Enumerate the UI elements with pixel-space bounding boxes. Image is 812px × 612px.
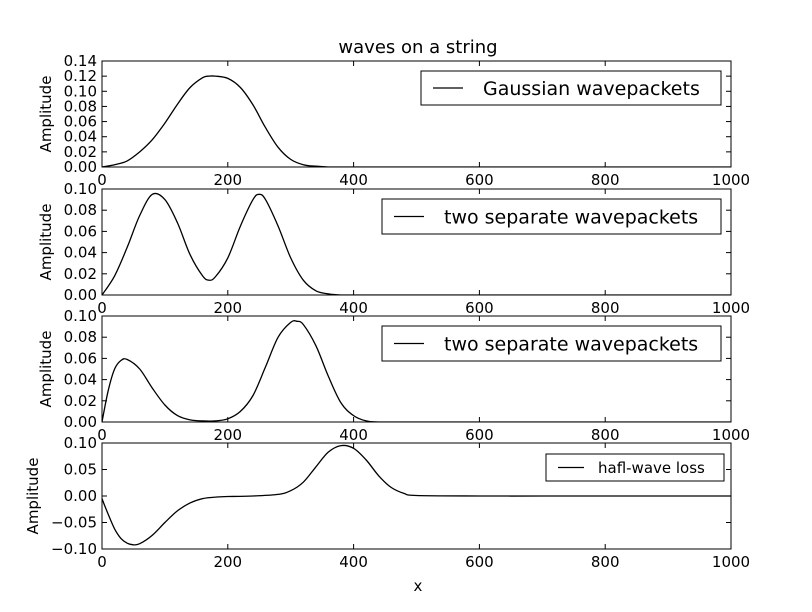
x-tick-label: 200	[213, 299, 242, 317]
y-tick-label: 0.00	[64, 413, 97, 431]
y-tick-label: 0.08	[64, 328, 97, 346]
y-tick-label: 0.04	[64, 128, 97, 146]
y-tick-label: 0.14	[64, 52, 97, 70]
x-tick-label: 200	[213, 426, 242, 444]
y-tick-label: 0.10	[64, 307, 97, 325]
legend-1: Gaussian wavepackets	[420, 70, 722, 106]
y-tick-label: 0.05	[64, 461, 97, 479]
y-axis-label: Amplitude	[37, 204, 55, 281]
y-tick-label: 0.06	[64, 349, 97, 367]
legend-label: hafl-wave loss	[598, 459, 705, 477]
subplots-group: 0 200 400 600 800 10000.000.020.040.060.080.1…	[24, 52, 750, 571]
series-line-2	[102, 192, 731, 295]
y-tick-label: 0.10	[64, 180, 97, 198]
x-tick-label: 800	[591, 426, 620, 444]
legend-4: hafl-wave loss	[545, 453, 725, 482]
y-tick-label: 0.04	[64, 371, 97, 389]
y-tick-label: 0.04	[64, 244, 97, 262]
x-tick-label: 400	[339, 426, 368, 444]
legend-box	[381, 325, 722, 362]
x-tick-label: 0	[97, 426, 107, 444]
series-line-1	[102, 75, 731, 167]
x-tick-label: 800	[591, 299, 620, 317]
x-tick-label: 800	[591, 171, 620, 189]
y-axis-label: Amplitude	[24, 458, 42, 535]
y-tick-label: 0.00	[64, 487, 97, 505]
y-tick-label: 0.02	[64, 143, 97, 161]
subplot-4: 0 200 400 600 800 1000 −0.10 −0.05 0.00 0.05 0.10 A…	[24, 434, 750, 571]
series-line-4	[102, 444, 731, 546]
x-tick-label: 200	[213, 553, 242, 571]
x-tick-label: 400	[339, 299, 368, 317]
x-tick-label: 600	[465, 171, 494, 189]
y-tick-label: 0.10	[64, 82, 97, 100]
legend-2: two separate wavepackets	[381, 198, 722, 235]
y-tick-label: 0.08	[64, 201, 97, 219]
x-tick-label: 600	[465, 426, 494, 444]
legend-label: two separate wavepackets	[444, 333, 698, 355]
legend-box	[381, 198, 722, 235]
x-tick-label: 0	[97, 553, 107, 571]
y-tick-label: 0.00	[64, 158, 97, 176]
x-tick-label: 1000	[712, 171, 750, 189]
x-tick-label: 1000	[712, 553, 750, 571]
y-tick-label: −0.05	[51, 514, 97, 532]
x-axis-label: x	[414, 577, 423, 595]
x-tick-label: 600	[465, 553, 494, 571]
x-tick-label: 400	[339, 171, 368, 189]
y-tick-label: 0.06	[64, 222, 97, 240]
x-tick-label: 600	[465, 299, 494, 317]
legend-label: Gaussian wavepackets	[483, 78, 700, 100]
y-tick-label: 0.02	[64, 392, 97, 410]
series-line-3	[102, 320, 731, 422]
y-tick-label: 0.06	[64, 113, 97, 131]
x-tick-label: 0	[97, 171, 107, 189]
legend-label: two separate wavepackets	[444, 206, 698, 228]
x-tick-label: 0	[97, 299, 107, 317]
x-tick-label: 200	[213, 171, 242, 189]
subplot-3: 0 200 400 600 800 1000 0.00 0.02 0.04 0.06 0.08 0.1…	[37, 307, 750, 444]
y-tick-label: −0.10	[51, 540, 97, 558]
legend-3: two separate wavepackets	[381, 325, 722, 362]
subplot-2: 0 200 400 600 800 1000 0.00 0.02 0.04 0.06 0.08 0.1…	[37, 180, 750, 317]
x-tick-label: 800	[591, 553, 620, 571]
y-tick-label: 0.02	[64, 265, 97, 283]
y-axis-label: Amplitude	[37, 331, 55, 408]
x-tick-label: 1000	[712, 299, 750, 317]
subplot-1: 0 200 400 600 800 10000.000.020.040.060.080.1…	[37, 52, 750, 189]
y-tick-label: 0.12	[64, 67, 97, 85]
y-tick-label: 0.10	[64, 434, 97, 452]
chart-title: waves on a string	[338, 37, 497, 58]
legend-box	[420, 70, 722, 106]
y-axis-label: Amplitude	[37, 76, 55, 153]
y-tick-label: 0.08	[64, 97, 97, 115]
y-tick-label: 0.00	[64, 286, 97, 304]
x-tick-label: 400	[339, 553, 368, 571]
x-tick-label: 1000	[712, 426, 750, 444]
